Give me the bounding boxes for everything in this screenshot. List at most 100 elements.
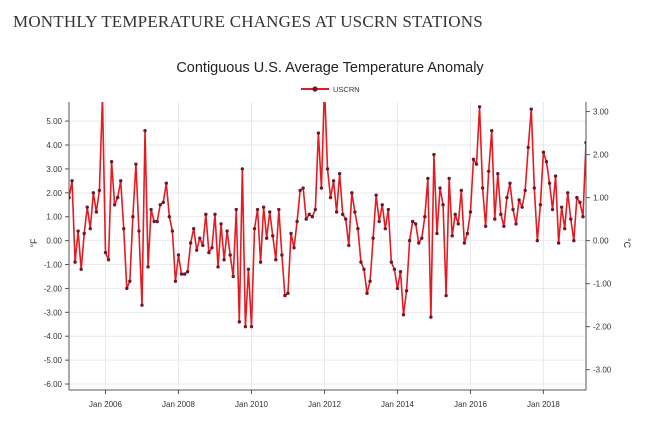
data-point — [271, 234, 275, 238]
x-tick-label: Jan 2006 — [89, 400, 122, 409]
data-point — [243, 324, 248, 329]
data-point — [295, 219, 299, 224]
data-point — [325, 167, 330, 171]
data-point — [252, 226, 257, 231]
data-point — [79, 267, 83, 271]
data-point — [158, 203, 162, 207]
data-point — [389, 260, 394, 264]
data-point — [639, 222, 642, 225]
data-point — [553, 174, 558, 178]
data-point — [386, 207, 391, 212]
data-point — [323, 84, 326, 87]
data-point — [73, 260, 77, 264]
legend-marker-swatch — [312, 86, 318, 92]
data-point — [176, 253, 181, 257]
data-point — [459, 188, 464, 193]
data-point — [140, 303, 144, 307]
data-point — [499, 212, 503, 217]
data-point — [486, 169, 491, 174]
data-point — [134, 162, 138, 166]
data-point — [584, 140, 586, 145]
y-left-tick-label: -4.00 — [44, 332, 63, 341]
data-point — [426, 176, 430, 181]
data-point — [398, 269, 403, 274]
data-point — [471, 157, 476, 162]
data-point — [636, 201, 639, 204]
data-point — [222, 258, 226, 262]
y-right-tick-label: 3.00 — [593, 108, 609, 117]
data-point — [432, 152, 436, 157]
data-point — [559, 205, 564, 209]
data-point — [179, 272, 184, 276]
data-point — [462, 241, 467, 245]
data-point — [353, 210, 357, 214]
data-point — [520, 205, 524, 209]
data-point — [383, 226, 387, 231]
data-point — [185, 269, 190, 274]
data-point — [149, 207, 153, 212]
y-left-tick-label: -1.00 — [44, 261, 63, 270]
data-point — [456, 222, 460, 226]
chart-title: Contiguous U.S. Average Temperature Anom… — [176, 60, 484, 76]
data-point — [508, 181, 512, 185]
data-point — [480, 186, 485, 190]
data-point — [547, 181, 552, 185]
data-point — [371, 236, 375, 240]
data-point — [642, 227, 645, 230]
data-point — [201, 243, 205, 248]
data-point — [566, 191, 570, 195]
data-point — [289, 231, 293, 236]
data-point — [532, 186, 536, 190]
legend[interactable]: USCRN — [301, 85, 360, 94]
data-point — [122, 226, 126, 231]
data-point — [103, 250, 108, 255]
data-point — [569, 217, 573, 221]
y-left-tick-label: -3.00 — [44, 308, 63, 317]
y-right-tick-label: 2.00 — [593, 151, 609, 160]
data-point — [88, 226, 92, 231]
data-point — [313, 207, 318, 212]
data-point — [228, 253, 232, 257]
y-left-tick-label: 4.00 — [46, 141, 62, 150]
data-point — [407, 238, 412, 243]
data-point — [514, 222, 518, 226]
data-point — [538, 203, 543, 207]
data-point — [240, 167, 245, 171]
data-point — [237, 320, 242, 324]
data-point — [304, 217, 308, 221]
y-right-tick-label: 1.00 — [593, 194, 609, 203]
data-point — [502, 224, 506, 228]
data-point — [447, 176, 451, 181]
data-point — [529, 107, 533, 111]
data-point — [453, 212, 457, 217]
data-point — [292, 246, 296, 250]
data-point — [277, 207, 281, 212]
y-left-tick-label: 3.00 — [46, 165, 62, 174]
data-point — [359, 260, 363, 264]
data-point — [511, 207, 515, 212]
data-point — [210, 246, 214, 250]
data-point — [603, 248, 606, 251]
data-point — [70, 179, 74, 183]
data-point — [109, 160, 114, 164]
data-point — [310, 215, 314, 219]
data-point — [125, 286, 129, 291]
data-point — [350, 191, 354, 195]
y-left-tick-label: -2.00 — [44, 284, 63, 293]
data-point — [280, 253, 284, 257]
data-point — [556, 241, 561, 245]
data-point — [429, 315, 433, 319]
data-point — [444, 293, 448, 298]
data-point — [615, 179, 618, 182]
x-tick-label: Jan 2018 — [527, 400, 560, 409]
data-point — [225, 229, 229, 233]
data-point — [155, 219, 159, 224]
data-point — [301, 186, 305, 190]
data-point — [258, 260, 263, 264]
data-point — [645, 213, 648, 216]
data-point — [188, 241, 193, 245]
chart-axes — [65, 102, 590, 394]
data-point — [356, 226, 360, 231]
y-left-tick-label: -5.00 — [44, 356, 63, 365]
data-point — [91, 191, 96, 195]
